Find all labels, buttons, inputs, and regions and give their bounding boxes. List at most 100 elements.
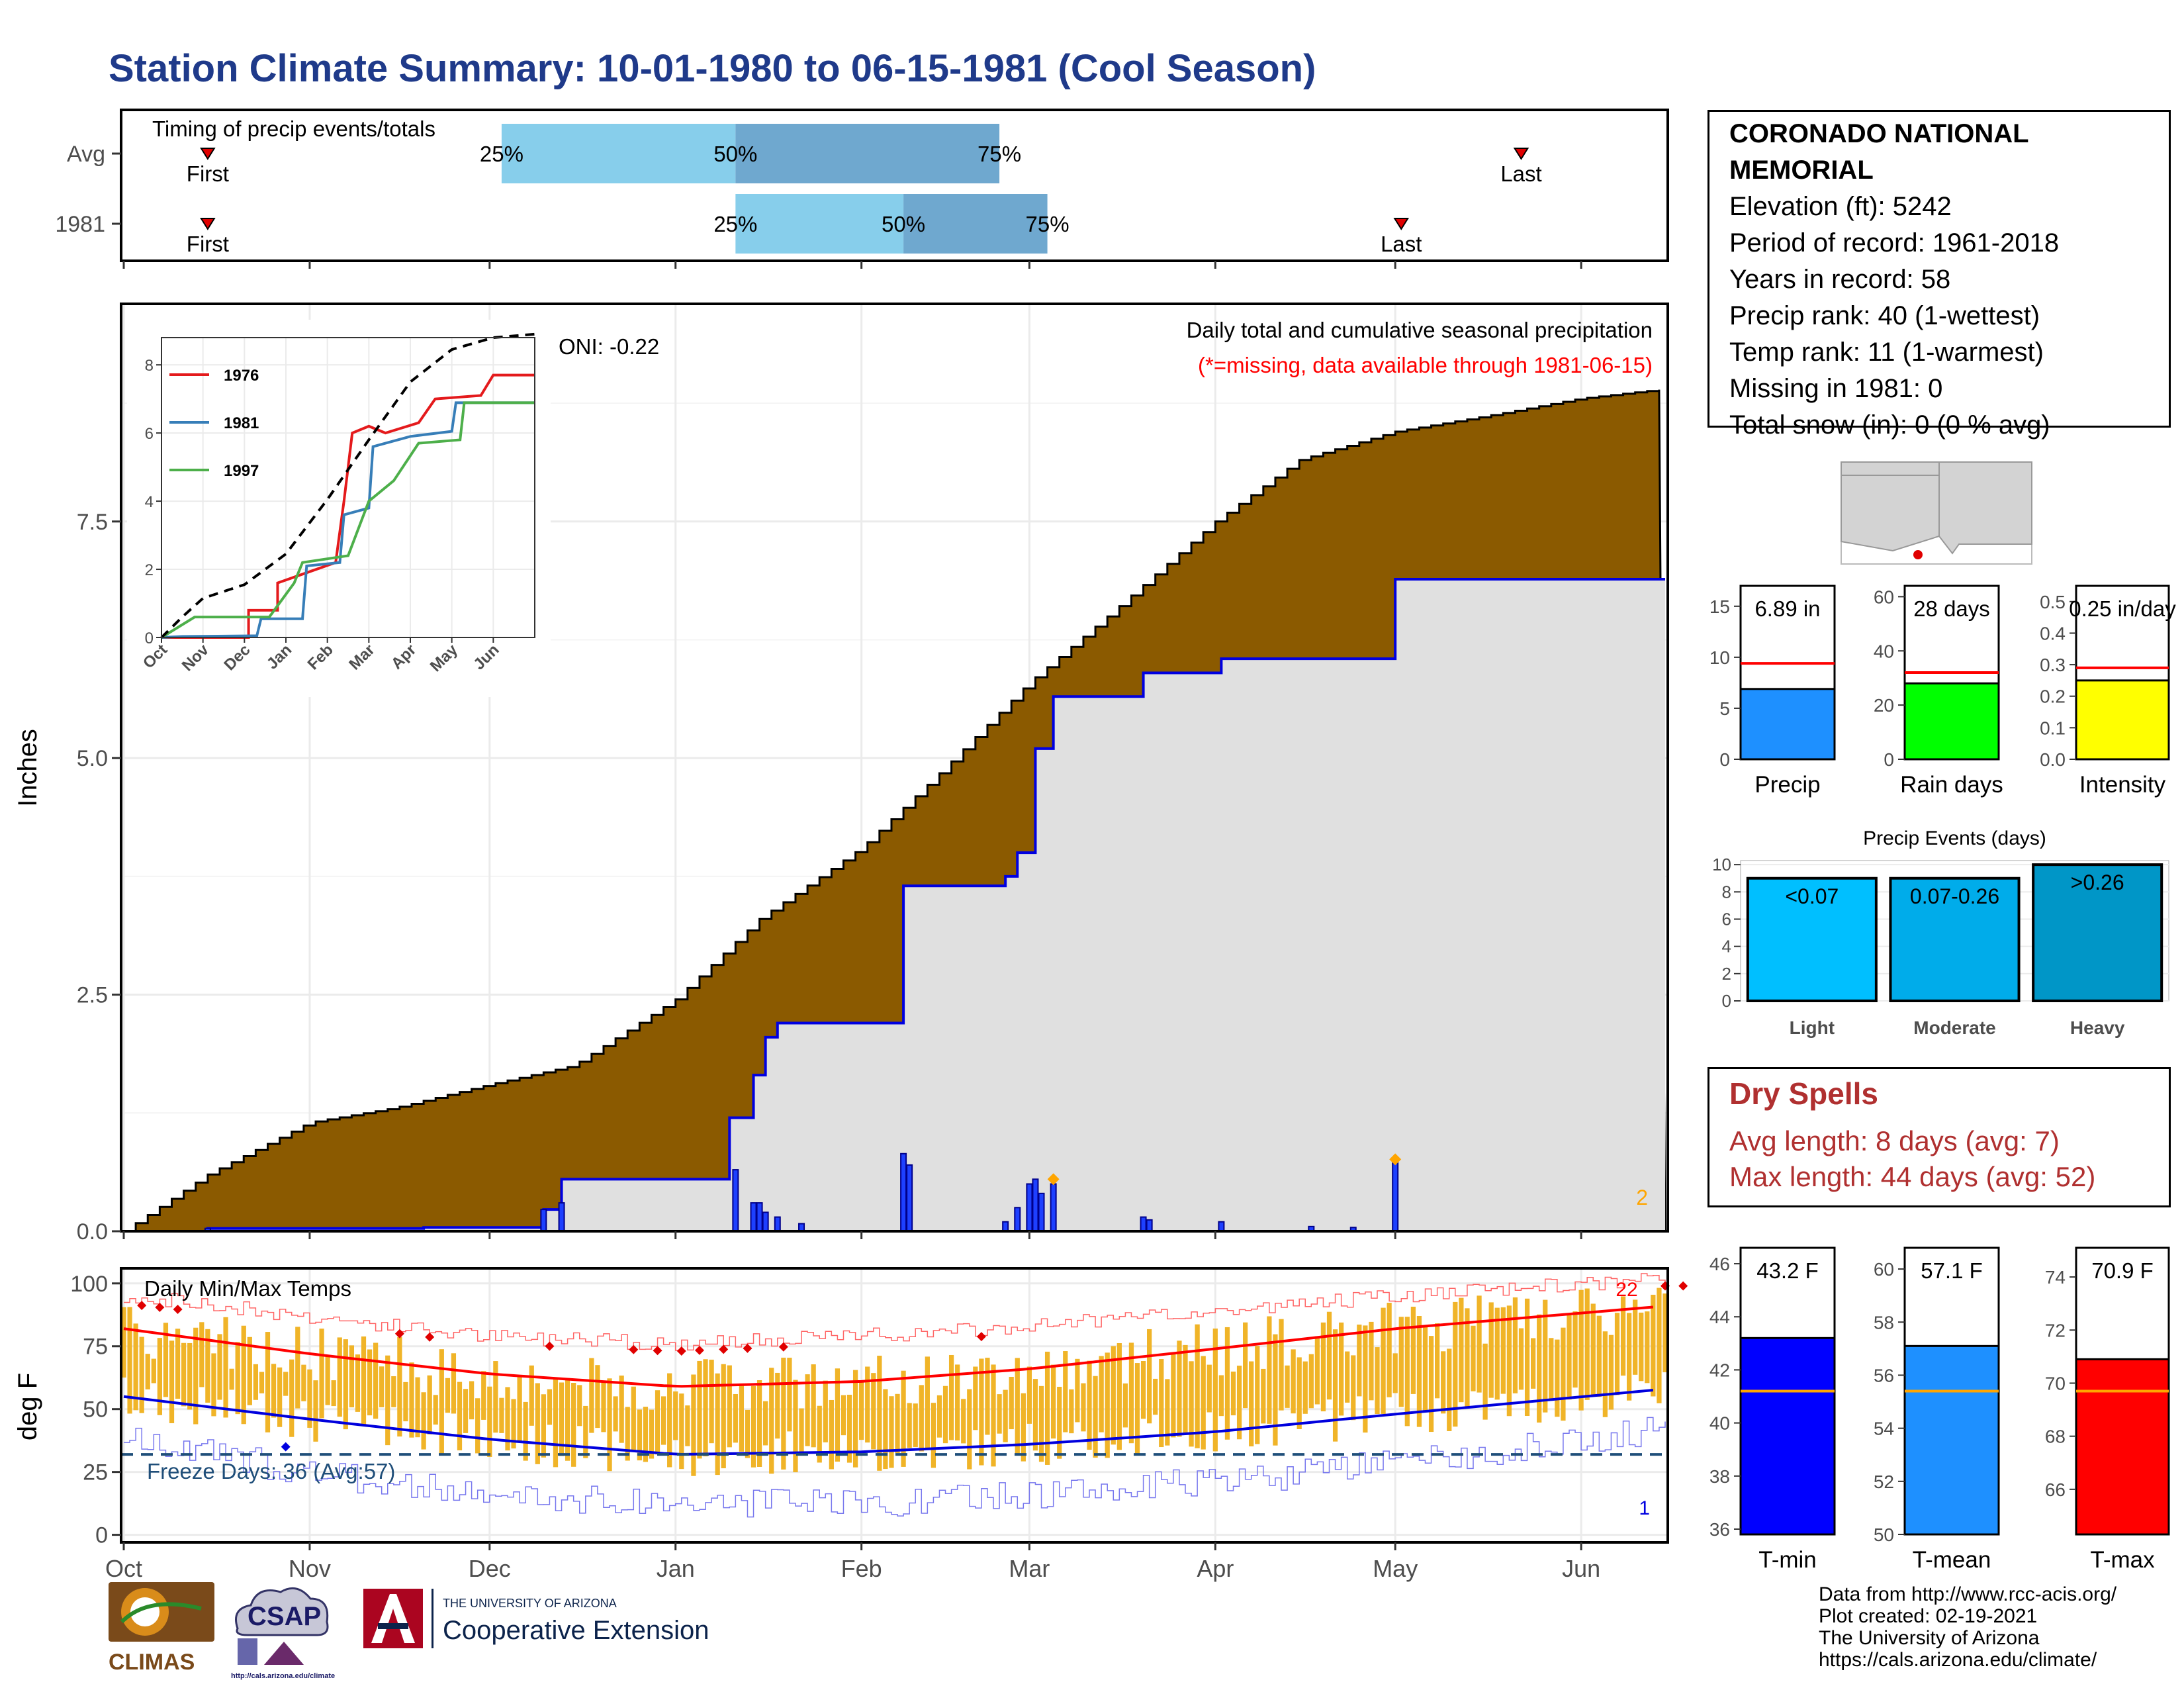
daily-temp-bar: [769, 1368, 774, 1474]
daily-temp-bar: [235, 1342, 240, 1415]
temps-x-tick-label: Feb: [841, 1555, 882, 1582]
daily-temp-bar: [481, 1371, 486, 1420]
daily-temp-bar: [181, 1342, 187, 1407]
record-high-marker: [629, 1344, 639, 1354]
daily-temp-bar: [1512, 1297, 1518, 1393]
oni-label: ONI: -0.22: [559, 334, 659, 359]
daily-temp-bar: [1134, 1363, 1140, 1454]
events-bar-label: >0.26: [2071, 870, 2124, 894]
daily-temp-bar: [1255, 1346, 1260, 1444]
credit-url: https://cals.arizona.edu/climate/: [1819, 1649, 2097, 1671]
daily-precip-bar: [750, 1202, 757, 1233]
daily-temp-bar: [325, 1356, 330, 1405]
daily-temp-bar: [553, 1379, 559, 1468]
station-info-box: CORONADO NATIONAL MEMORIAL Elevation (ft…: [1707, 110, 2171, 440]
temps-title: Daily Min/Max Temps: [144, 1276, 351, 1301]
daily-temp-bar: [217, 1334, 222, 1400]
daily-temp-bar: [1297, 1357, 1302, 1429]
page-title: Station Climate Summary: 10-01-1980 to 0…: [109, 47, 1316, 90]
daily-temp-bar: [601, 1380, 606, 1432]
summary-y-tick-label: 44: [1709, 1307, 1730, 1327]
location-map: [1841, 461, 2032, 565]
daily-precip-bar: [1146, 1219, 1153, 1232]
daily-temp-bar: [595, 1365, 600, 1429]
credit-institution: The University of Arizona: [1819, 1627, 2040, 1649]
daily-temp-bar: [157, 1338, 162, 1415]
daily-temp-bar: [1392, 1353, 1398, 1393]
daily-temp-bar: [1302, 1361, 1308, 1414]
daily-temp-bar: [1195, 1324, 1200, 1448]
daily-temp-bar: [1003, 1389, 1008, 1442]
daily-temp-bar: [1183, 1344, 1188, 1434]
daily-temp-bar: [1093, 1376, 1098, 1458]
events-y-tick-label: 8: [1722, 882, 1731, 902]
daily-temp-bar: [145, 1354, 150, 1389]
daily-temp-bar: [241, 1325, 246, 1425]
timing-bar-50-75: [735, 124, 1000, 183]
daily-precip-bar: [732, 1169, 739, 1233]
daily-temp-bar: [643, 1407, 649, 1462]
daily-temp-bar: [1398, 1317, 1404, 1407]
daily-temp-bar: [415, 1377, 420, 1438]
record-high-marker: [653, 1346, 662, 1356]
daily-temp-bar: [283, 1372, 289, 1396]
daily-precip-bar: [774, 1216, 781, 1233]
daily-temp-bar: [199, 1322, 205, 1387]
record-low-count: 1: [1639, 1497, 1650, 1519]
daily-temp-bar: [631, 1386, 636, 1452]
daily-temp-bar: [391, 1376, 396, 1407]
daily-temp-bar: [1339, 1322, 1344, 1416]
dry-spells-title: Dry Spells: [1729, 1076, 1878, 1111]
daily-precip-bar: [558, 1202, 565, 1233]
daily-temp-bar: [1189, 1361, 1194, 1447]
daily-temp-bar: [787, 1358, 792, 1432]
summary-y-tick-label: 15: [1709, 596, 1730, 617]
record-high-marker: [173, 1304, 183, 1314]
daily-temp-bar: [139, 1336, 144, 1413]
summary-y-tick-label: 56: [1874, 1365, 1894, 1385]
timing-first-label: First: [187, 232, 229, 256]
daily-temp-bar: [1500, 1307, 1506, 1394]
daily-precip-bar: [1002, 1221, 1009, 1233]
freeze-days-label: Freeze Days: 36 (Avg:57): [147, 1459, 395, 1483]
daily-temp-bar: [1543, 1299, 1548, 1413]
timing-last-marker: [1393, 218, 1410, 230]
daily-temp-bar: [331, 1380, 336, 1407]
daily-temp-bar: [271, 1364, 277, 1418]
daily-temp-bar: [523, 1401, 528, 1461]
daily-temp-bar: [883, 1389, 888, 1470]
daily-temp-bar: [697, 1360, 702, 1459]
summary-y-tick-label: 58: [1874, 1312, 1894, 1333]
daily-temp-bar: [469, 1381, 475, 1420]
daily-temp-bar: [1537, 1314, 1542, 1423]
daily-temp-bar: [936, 1395, 942, 1438]
daily-temp-bar: [733, 1393, 738, 1443]
daily-temp-bar: [295, 1327, 300, 1409]
daily-temp-bar: [667, 1373, 672, 1468]
daily-precip-bar: [756, 1202, 763, 1233]
summary-bar-T-max: [2075, 1358, 2170, 1536]
daily-temp-bar: [1153, 1378, 1158, 1415]
precip-y-tick-label: 2.5: [77, 983, 108, 1008]
daily-temp-bar: [1081, 1383, 1086, 1432]
daily-temp-bar: [571, 1383, 576, 1467]
daily-temp-bar: [1627, 1313, 1632, 1401]
daily-temp-bar: [1590, 1303, 1596, 1395]
daily-temp-bar: [685, 1405, 690, 1446]
daily-temp-bar: [1051, 1364, 1056, 1439]
inset-series-line-avg: [160, 332, 535, 639]
daily-temp-bar: [799, 1408, 804, 1456]
timing-label-50: 50%: [713, 142, 757, 166]
events-bar-label: 0.07-0.26: [1910, 884, 1999, 908]
daily-temp-bar: [793, 1380, 798, 1473]
timing-chart: Timing of precip events/totals Avg 25% 50% 7…: [55, 109, 1669, 269]
daily-temp-bar: [1639, 1312, 1644, 1382]
daily-temp-bar: [1477, 1295, 1482, 1393]
daily-precip-bar: [1038, 1192, 1045, 1232]
record-high-marker: [425, 1332, 435, 1342]
daily-temp-bar: [805, 1374, 810, 1446]
daily-temp-bar: [1369, 1321, 1374, 1401]
daily-temp-bar: [403, 1382, 408, 1422]
daily-temp-bar: [865, 1366, 870, 1443]
timing-bar-25-50: [501, 124, 736, 183]
